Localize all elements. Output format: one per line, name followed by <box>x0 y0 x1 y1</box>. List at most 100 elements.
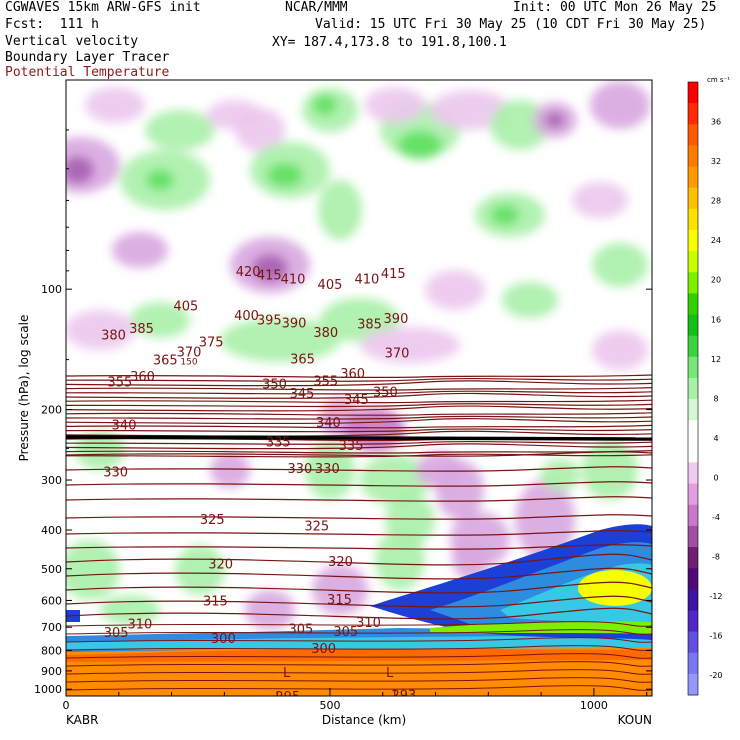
y-axis-ticks: 100 200 300 400 500 600 700 800 900 1000 <box>34 129 652 696</box>
theta-line-low-2 <box>66 637 652 643</box>
theta-label-35: 325 <box>200 513 225 528</box>
theta-label-9: 390 <box>282 316 307 331</box>
theta-line-mid-8 <box>66 567 652 580</box>
theta-label-7: 400 <box>234 309 259 324</box>
left-station-label: KABR <box>66 713 98 727</box>
colorbar-swatch-19 <box>688 483 698 506</box>
theta-line-upper-9 <box>66 412 652 416</box>
colorbar-label-1: 32 <box>711 157 721 166</box>
w-blob-47 <box>66 540 120 600</box>
w-blob-30 <box>502 282 558 318</box>
w-blob-34 <box>66 310 135 350</box>
theta-line-mid-5 <box>66 530 652 536</box>
w-blob-48 <box>175 545 225 595</box>
w-blob-16 <box>398 131 442 159</box>
theta-label-38: 320 <box>328 555 353 570</box>
field-boundary-layer-tracer: Boundary Layer Tracer <box>5 50 170 65</box>
colorbar-label-7: 8 <box>713 394 718 403</box>
w-blob-11 <box>252 254 288 282</box>
forecast-hour: Fcst: 111 h <box>5 17 99 32</box>
theta-label-40: 315 <box>327 593 352 608</box>
surface-upper-band <box>66 648 652 662</box>
theta-label-25: 345 <box>290 387 315 402</box>
theta-line-low-1 <box>66 629 652 635</box>
colorbar-swatch-6 <box>688 208 698 231</box>
colorbar-swatch-9 <box>688 272 698 294</box>
w-blob-35 <box>592 330 648 370</box>
colorbar-swatch-11 <box>688 314 698 337</box>
theta-line-mid-10 <box>66 595 652 608</box>
theta-label-42: 310 <box>356 616 381 631</box>
colorbar-label-10: -4 <box>712 513 720 522</box>
w-blob-32 <box>360 327 460 363</box>
theta-line-upper-12 <box>66 424 652 429</box>
theta-label-30: 335 <box>266 435 291 450</box>
field-vertical-velocity: Vertical velocity <box>5 34 139 49</box>
colorbar-swatch-16 <box>688 420 698 442</box>
field-potential-temperature: Potential Temperature <box>5 65 170 80</box>
theta-line-mid-3 <box>66 496 652 502</box>
theta-label-15: 375 <box>199 335 224 350</box>
w-blob-54 <box>75 430 125 470</box>
colorbar-label-11: -8 <box>712 553 720 562</box>
theta-label-24: 360 <box>340 367 365 382</box>
y-tick-label-6: 700 <box>41 621 62 634</box>
theta-line-mid-11 <box>66 607 652 620</box>
theta-label-19: 370 <box>385 347 410 362</box>
w-blob-53 <box>452 540 488 580</box>
y-tick-label-2: 300 <box>41 474 62 487</box>
theta-label-0: 420 <box>236 265 261 280</box>
theta-label-48: 295 <box>275 690 300 705</box>
colorbar-swatch-21 <box>688 525 698 548</box>
theta-line-low-5 <box>66 661 652 667</box>
theta-label-49: 293 <box>391 688 416 703</box>
colorbar-label-12: -12 <box>709 592 722 601</box>
theta-line-upper-16 <box>66 440 652 445</box>
theta-label-6: 405 <box>173 300 198 315</box>
w-blob-26 <box>592 243 648 287</box>
theta-label-10: 380 <box>313 326 338 341</box>
colorbar-swatch-4 <box>688 166 698 189</box>
colorbar-swatch-14 <box>688 377 698 400</box>
theta-label-18: 365 <box>290 352 315 367</box>
y-tick-label-8: 900 <box>41 665 62 678</box>
colorbar-swatch-15 <box>688 399 698 421</box>
colorbar-swatch-25 <box>688 610 698 633</box>
w-blob-25 <box>572 182 628 218</box>
cross-section-endpoints: XY= 187.4,173.8 to 191.8,100.1 <box>272 35 507 50</box>
x-tick-label-1: 500 <box>319 699 340 712</box>
w-blob-33 <box>112 232 168 268</box>
colorbar-swatch-13 <box>688 356 698 379</box>
theta-line-low-7 <box>66 677 652 683</box>
x-axis-label: Distance (km) <box>322 713 406 727</box>
w-blob-52 <box>245 590 295 630</box>
w-blob-5 <box>146 170 174 190</box>
theta-line-upper-3 <box>66 387 652 391</box>
colorbar-swatch-12 <box>688 335 698 358</box>
theta-label-33: 330 <box>287 462 312 477</box>
theta-label-28: 340 <box>112 419 137 434</box>
w-blob-27 <box>130 302 190 338</box>
colorbar-swatch-2 <box>688 124 698 146</box>
theta-label-43: 305 <box>104 626 129 641</box>
w-blob-13 <box>313 95 337 115</box>
y-tick-label-0: 100 <box>41 283 62 296</box>
theta-label-17: 365 <box>153 354 178 369</box>
boundary-layer-tracer <box>66 524 652 696</box>
y-tick-label-7: 800 <box>41 644 62 657</box>
w-blob-14 <box>318 180 362 240</box>
colorbar-swatch-5 <box>688 187 698 210</box>
colorbar-label-13: -16 <box>709 632 722 641</box>
theta-line-upper-8 <box>66 405 652 412</box>
potential-temperature-contours <box>66 374 652 691</box>
w-blob-46 <box>540 459 580 491</box>
w-blob-18 <box>430 90 510 130</box>
colorbar-swatch-8 <box>688 251 698 273</box>
theta-label-11: 385 <box>357 318 382 333</box>
colorbar-swatch-3 <box>688 145 698 168</box>
y-tick-label-1: 200 <box>41 404 62 417</box>
theta-label-22: 350 <box>262 377 287 392</box>
w-blob-49 <box>375 530 425 590</box>
colorbar-swatch-28 <box>688 673 698 696</box>
